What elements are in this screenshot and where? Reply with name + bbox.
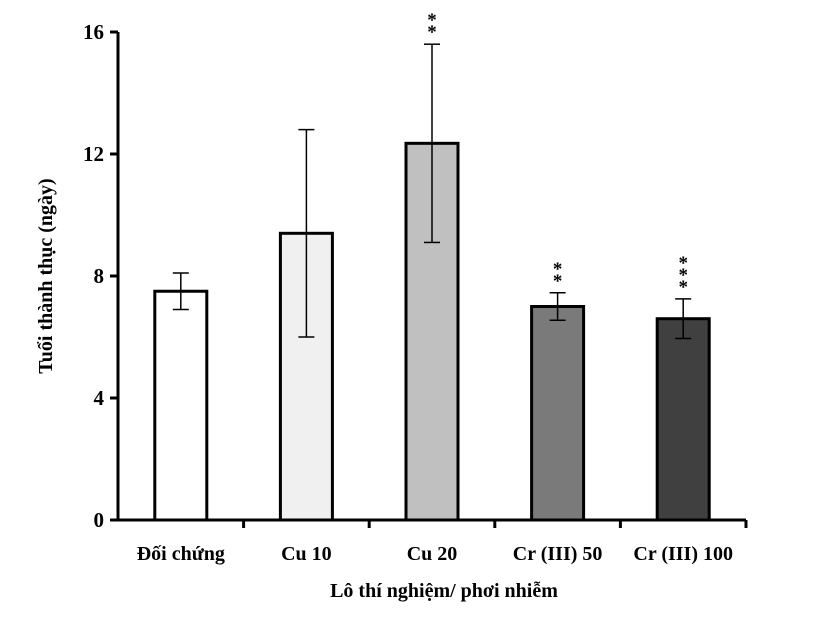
bar xyxy=(153,289,209,522)
significance-star: * xyxy=(678,253,688,274)
y-tick-label: 8 xyxy=(94,264,105,288)
x-category-label: Cr (III) 100 xyxy=(633,543,733,565)
x-category-label: Cr (III) 50 xyxy=(513,543,603,565)
significance-star: * xyxy=(427,22,437,43)
x-category-label: Đối chứng xyxy=(137,543,225,565)
significance-star: * xyxy=(678,265,688,286)
x-category-label: Cu 20 xyxy=(407,543,458,565)
y-tick-label: 0 xyxy=(94,508,105,532)
y-axis-title: Tuổi thành thục (ngày) xyxy=(35,178,57,373)
bar xyxy=(530,305,586,522)
significance-marker: ** xyxy=(427,10,437,43)
significance-marker: *** xyxy=(678,253,688,298)
y-tick-label: 4 xyxy=(94,386,105,410)
y-tick-label: 12 xyxy=(83,142,104,166)
significance-star: * xyxy=(427,10,437,31)
y-tick-label: 16 xyxy=(83,20,104,44)
x-ticks-layer xyxy=(242,520,748,528)
error-bars-layer xyxy=(172,43,692,340)
significance-layer: ******* xyxy=(427,10,688,298)
significance-star: * xyxy=(553,259,563,280)
significance-star: * xyxy=(553,271,563,292)
y-ticks-layer: 0 4 8 12 16 xyxy=(83,20,118,532)
significance-star: * xyxy=(678,277,688,298)
bar xyxy=(655,317,711,522)
x-axis-title: Lô thí nghiệm/ phơi nhiễm xyxy=(330,580,558,602)
x-category-label: Cu 10 xyxy=(281,543,332,565)
category-labels-layer: Đối chứng Cu 10 Cu 20 Cr (III) 50 Cr (III) 1… xyxy=(137,543,733,565)
significance-marker: ** xyxy=(553,259,563,292)
